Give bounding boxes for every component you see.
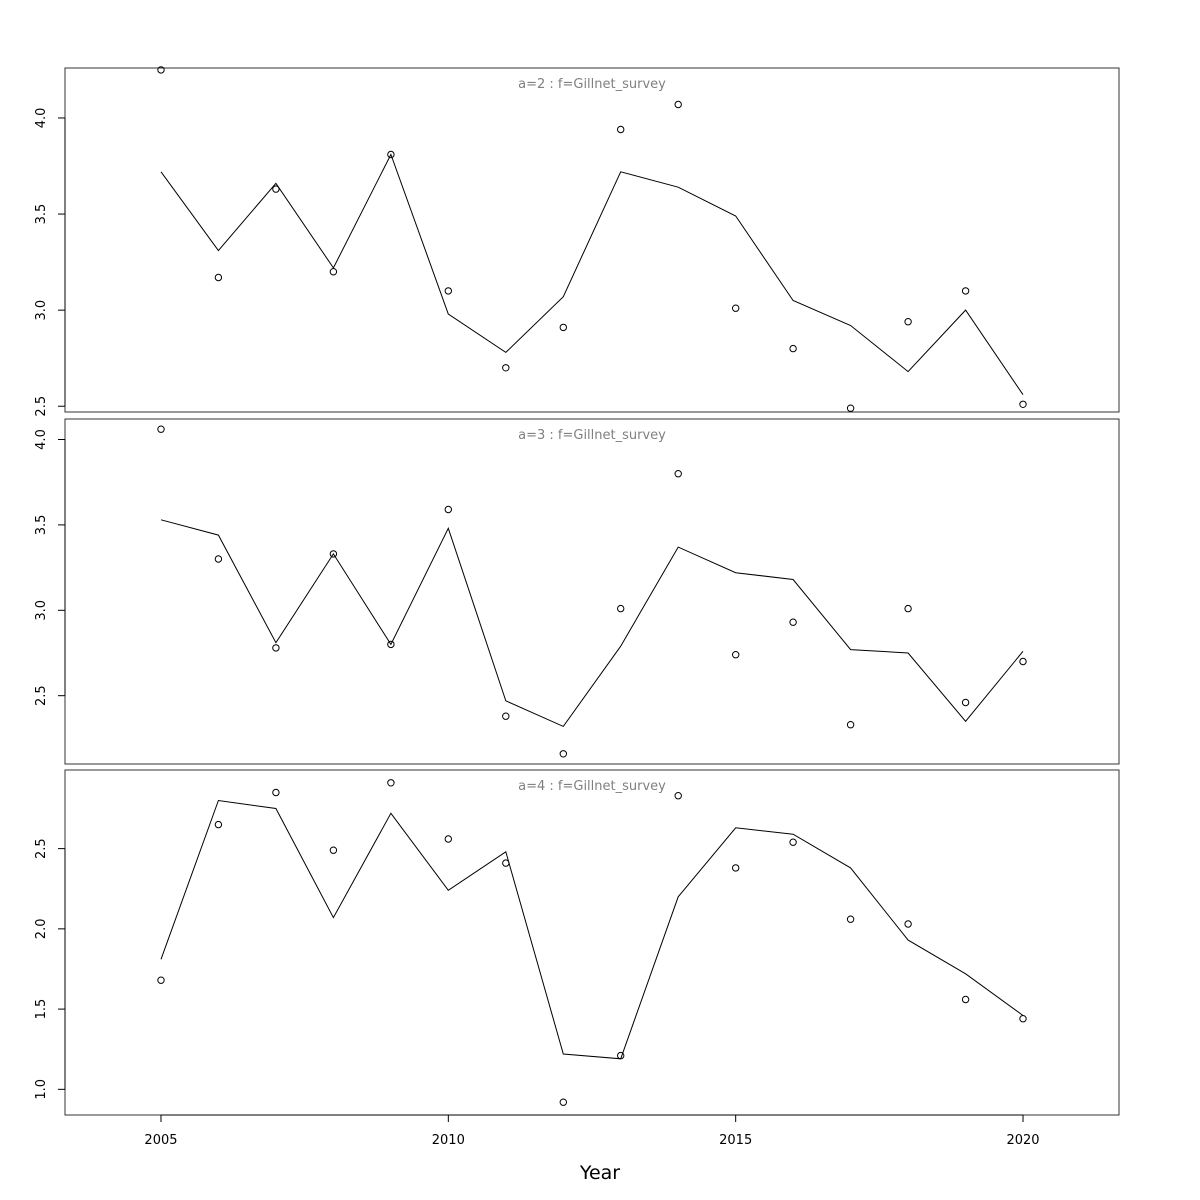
- panel-title: a=2 : f=Gillnet_survey: [518, 77, 666, 92]
- observed-point: [1019, 400, 1027, 408]
- fitted-line: [160, 153, 1024, 395]
- y-tick-label: 1.5: [34, 999, 49, 1020]
- observed-point: [444, 505, 452, 514]
- observed-point: [789, 838, 797, 846]
- panel-frame: [64, 769, 1120, 1116]
- y-tick-label: 2.5: [34, 838, 49, 859]
- observed-point: [272, 788, 280, 797]
- panel-title: a=4 : f=Gillnet_survey: [518, 779, 666, 794]
- x-tick-label: 2005: [144, 1133, 177, 1148]
- y-tick-label: 3.5: [34, 515, 49, 536]
- observed-point: [674, 792, 682, 800]
- observed-point: [214, 820, 223, 829]
- observed-point: [502, 712, 510, 720]
- panel-frame: [64, 418, 1120, 765]
- observed-point: [789, 344, 797, 353]
- observed-point: [559, 1098, 567, 1106]
- observed-point: [1019, 1015, 1027, 1023]
- observed-point: [617, 125, 625, 134]
- x-axis: 2005 2010 2015 2020: [144, 1114, 1040, 1148]
- fitted-line: [160, 519, 1024, 728]
- panel-frame: [64, 67, 1120, 413]
- x-tick-label: 2020: [1006, 1133, 1039, 1148]
- observed-point: [961, 698, 970, 707]
- observed-point: [617, 604, 625, 613]
- observed-point: [904, 920, 912, 928]
- fitted-line: [160, 799, 1024, 1060]
- observed-point: [444, 287, 452, 295]
- observed-point: [559, 323, 567, 332]
- observed-point: [732, 304, 740, 312]
- observed-point: [502, 364, 510, 372]
- observed-point: [789, 618, 797, 626]
- observed-point: [846, 404, 855, 412]
- observed-point: [846, 721, 855, 729]
- x-tick-label: 2015: [719, 1133, 752, 1148]
- observed-point: [732, 864, 740, 872]
- observed-point: [387, 640, 395, 649]
- panel-3: a=4 : f=Gillnet_survey 1.0 1.5 2.0 2.5: [34, 769, 1120, 1116]
- observed-point: [329, 550, 338, 558]
- x-tick-label: 2010: [432, 1133, 465, 1148]
- observed-point: [157, 976, 165, 984]
- observed-point: [214, 273, 223, 282]
- observed-point: [157, 425, 165, 433]
- observed-point: [329, 846, 338, 854]
- y-tick-label: 4.0: [34, 429, 49, 450]
- panel-2: a=3 : f=Gillnet_survey 2.5 3.0 3.5 4.0: [34, 418, 1120, 765]
- observed-point: [272, 185, 280, 193]
- y-tick-label: 2.5: [34, 396, 49, 417]
- observed-point: [846, 915, 855, 923]
- panel-1: a=2 : f=Gillnet_survey 2.5 3.0 3.5 4.0: [34, 66, 1120, 417]
- observed-point: [214, 555, 223, 563]
- observed-point: [387, 150, 395, 159]
- observed-point: [559, 750, 567, 758]
- observed-point: [674, 100, 682, 109]
- observed-point: [674, 470, 682, 478]
- y-tick-label: 2.0: [34, 919, 49, 940]
- y-tick-label: 3.0: [34, 300, 49, 321]
- y-tick-label: 3.0: [34, 600, 49, 621]
- observed-point: [387, 779, 395, 787]
- observed-point: [329, 268, 338, 276]
- panel-title: a=3 : f=Gillnet_survey: [518, 428, 666, 443]
- y-tick-label: 2.5: [34, 685, 49, 706]
- y-tick-label: 1.0: [34, 1079, 49, 1100]
- x-axis-label: Year: [579, 1162, 620, 1184]
- observed-point: [732, 651, 740, 659]
- observed-point: [904, 318, 912, 326]
- y-tick-label: 4.0: [34, 108, 49, 129]
- observed-point: [444, 835, 452, 843]
- observed-point: [961, 995, 970, 1004]
- observed-point: [904, 604, 912, 613]
- observed-point: [961, 287, 970, 295]
- observed-point: [1019, 657, 1027, 666]
- observed-point: [272, 644, 280, 652]
- y-tick-label: 3.5: [34, 204, 49, 225]
- observed-point: [157, 66, 165, 74]
